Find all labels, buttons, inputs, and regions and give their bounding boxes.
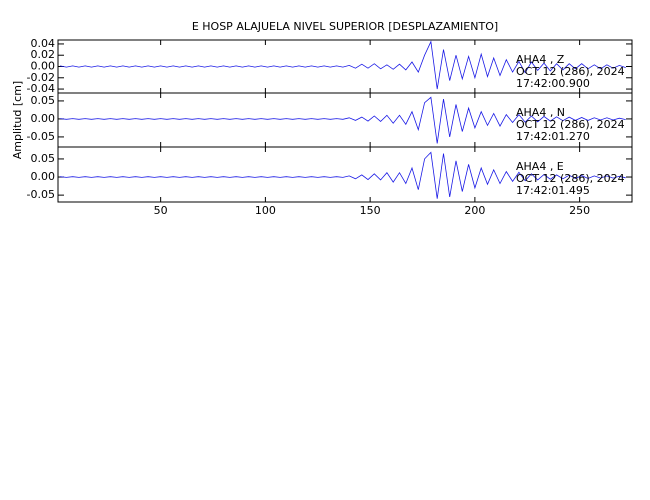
panel-frame	[57, 146, 633, 203]
y-tick-label: -0.02	[27, 71, 55, 84]
y-tick-label: 0.04	[31, 37, 56, 50]
y-tick-label: 0.05	[31, 152, 56, 165]
annotation: OCT 12 (286), 2024	[516, 65, 625, 78]
y-tick-label: 0.00	[31, 112, 56, 125]
y-tick-label: -0.05	[27, 130, 55, 143]
annotation: OCT 12 (286), 2024	[516, 172, 625, 185]
annotation: OCT 12 (286), 2024	[516, 118, 625, 131]
y-tick-label: 0.00	[31, 60, 56, 73]
x-tick-label: 200	[464, 204, 485, 217]
chart-title: E HOSP ALAJUELA NIVEL SUPERIOR [DESPLAZA…	[192, 20, 498, 33]
y-tick-label: 0.02	[31, 48, 56, 61]
y-tick-label: 0.00	[31, 170, 56, 183]
annotation: AHA4 , N	[516, 106, 565, 119]
x-tick-label: 100	[255, 204, 276, 217]
waveform	[60, 40, 626, 90]
y-tick-label: 0.05	[31, 94, 56, 107]
annotation: 17:42:01.495	[516, 184, 590, 197]
y-tick-label: -0.04	[27, 82, 55, 95]
annotation: 17:42:01.270	[516, 130, 590, 143]
waveform	[60, 96, 626, 144]
x-tick-label: 50	[154, 204, 168, 217]
annotation: AHA4 , Z	[516, 53, 565, 66]
y-tick-label: -0.05	[27, 188, 55, 201]
x-tick-label: 150	[360, 204, 381, 217]
y-axis-label: Amplitud [cm]	[11, 81, 24, 159]
waveform	[60, 151, 626, 199]
annotation: 17:42:00.900	[516, 77, 590, 90]
annotation: AHA4 , E	[516, 160, 564, 173]
x-tick-label: 250	[569, 204, 590, 217]
